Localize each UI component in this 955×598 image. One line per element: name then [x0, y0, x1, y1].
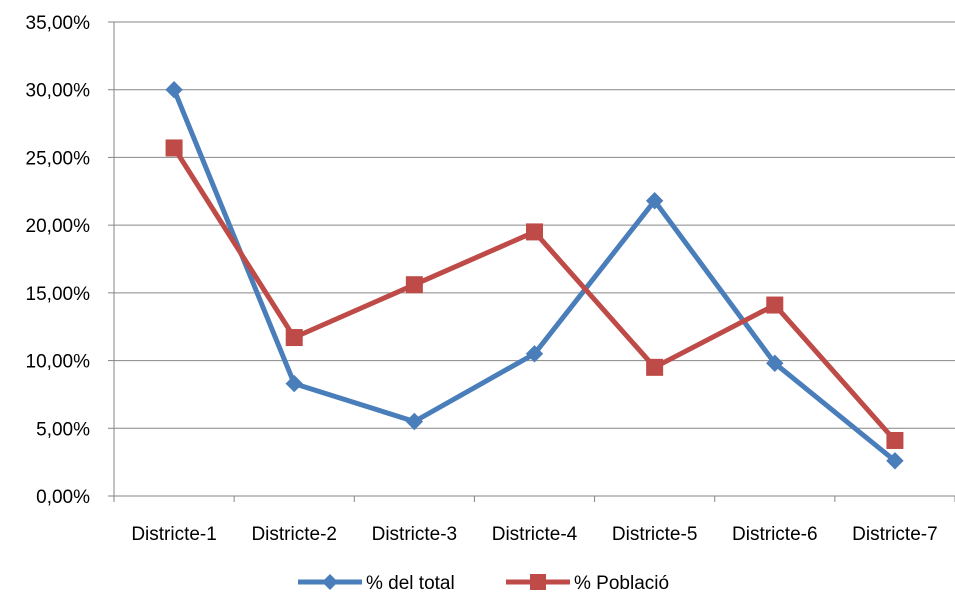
data-point [766, 354, 784, 372]
data-point [525, 345, 544, 363]
y-tick-label: 5,00% [36, 419, 90, 440]
x-tick-labels: Districte-1 Districte-2 Districte-3 Distric… [131, 524, 937, 545]
x-tick-label: Districte-6 [732, 524, 818, 545]
y-tick-label: 10,00% [26, 352, 91, 373]
legend-item: % Població [506, 573, 669, 594]
series-group [165, 81, 904, 470]
y-tick-label: 15,00% [26, 284, 91, 305]
series-line [171, 145, 898, 443]
data-point [886, 452, 904, 470]
data-point [285, 329, 303, 347]
x-tick-label: Districte-7 [852, 524, 938, 545]
data-point [165, 81, 183, 99]
data-point [165, 139, 183, 157]
gridlines [114, 21, 955, 429]
data-point [405, 412, 424, 431]
x-tick-label: Districte-1 [131, 524, 217, 545]
axes [108, 21, 955, 502]
data-point [766, 296, 784, 314]
y-tick-label: 0,00% [36, 487, 90, 508]
data-point [405, 276, 423, 294]
y-tick-label: 30,00% [26, 81, 91, 102]
legend-label: % Població [574, 573, 669, 594]
data-point [646, 358, 664, 376]
legend: % del total % Població [298, 573, 669, 594]
x-tick-label: Districte-2 [251, 524, 337, 545]
series-1 [165, 81, 904, 470]
series-line [171, 87, 898, 464]
y-tick-label: 35,00% [26, 13, 91, 34]
legend-item: % del total [298, 573, 455, 594]
data-point [285, 374, 303, 393]
y-tick-labels: 0,00% 5,00% 10,00% 15,00% 20,00% 25,00% 30,00%… [26, 13, 91, 508]
legend-marker [322, 574, 338, 590]
x-tick-label: Districte-5 [612, 524, 698, 545]
legend-label: % del total [366, 573, 455, 594]
series-2 [165, 139, 904, 449]
y-tick-label: 25,00% [26, 148, 91, 169]
x-tick-label: Districte-3 [372, 524, 458, 545]
data-point [886, 431, 904, 449]
legend-marker [530, 574, 546, 590]
y-tick-label: 20,00% [26, 216, 91, 237]
data-point [645, 192, 664, 210]
x-tick-label: Districte-4 [492, 524, 578, 545]
data-point [526, 223, 543, 241]
